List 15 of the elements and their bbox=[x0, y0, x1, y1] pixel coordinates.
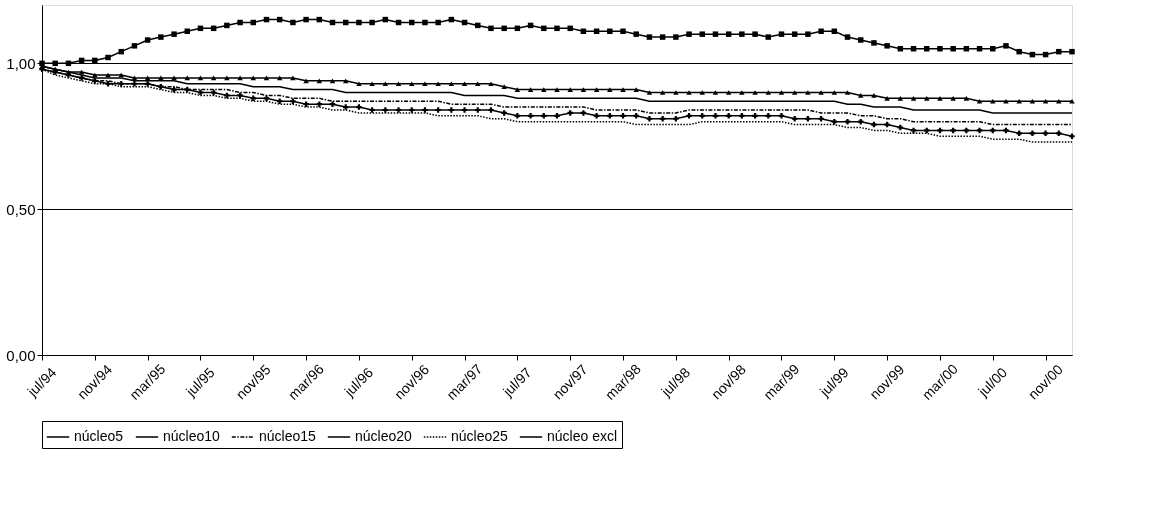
legend-label: núcleo20 bbox=[355, 428, 413, 444]
legend-label: núcleo10 bbox=[163, 428, 221, 444]
legend-label: núcleo5 bbox=[74, 428, 124, 444]
point bbox=[118, 81, 124, 87]
point bbox=[78, 75, 85, 81]
point bbox=[92, 78, 98, 84]
legend-label: núcleo25 bbox=[451, 428, 509, 444]
point bbox=[158, 83, 164, 90]
y-tick-label: 1,00 bbox=[6, 54, 36, 72]
y-tick-label: 0,50 bbox=[6, 200, 36, 218]
legend-label: núcleo excl bbox=[547, 428, 618, 444]
y-tick-label: 0,00 bbox=[6, 346, 36, 364]
point bbox=[184, 86, 190, 93]
point bbox=[131, 81, 138, 87]
legend-label: núcleo15 bbox=[259, 428, 317, 444]
